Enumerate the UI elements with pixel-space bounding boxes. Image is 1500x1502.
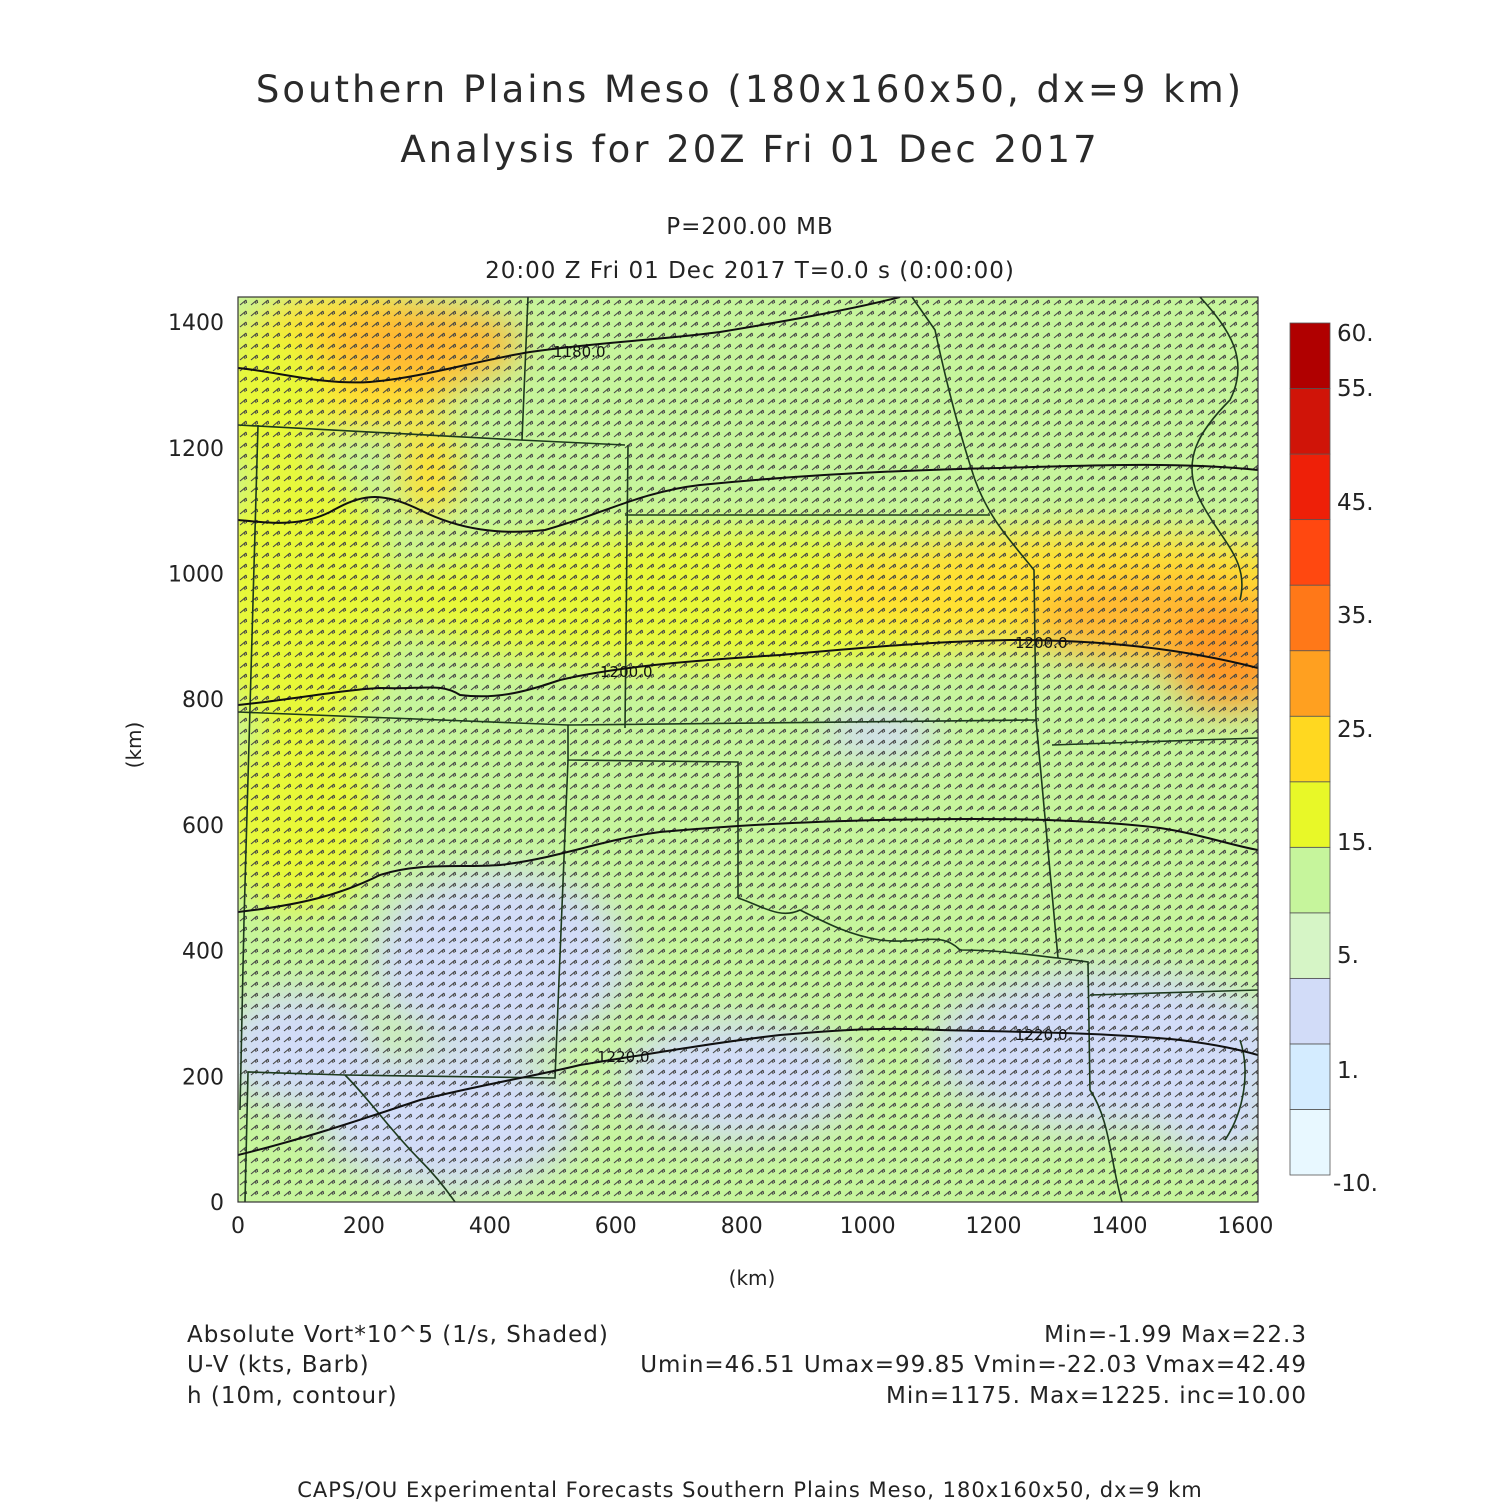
colorbar-label: 60. [1337, 321, 1374, 347]
vorticity-colorbar [1289, 322, 1331, 1176]
contour-label-1220-west: 1220.0 [597, 1048, 650, 1066]
state-border-arkansas-texas [1057, 957, 1123, 1202]
state-border-oklahoma-panhandle [567, 725, 739, 898]
height-contour-1180 [238, 297, 901, 384]
plot-frame [237, 296, 1259, 1203]
state-border-arkansas-north [1051, 737, 1258, 746]
state-border-colorado-kansas [624, 444, 629, 729]
x-axis-label: (km) [729, 1266, 776, 1290]
x-tick-label: 800 [721, 1214, 763, 1239]
colorbar-segment [1289, 519, 1331, 586]
state-border-oklahoma-arkansas [1035, 719, 1059, 959]
state-border-texas-rio-grande [344, 1074, 456, 1202]
x-tick-label: 600 [595, 1214, 637, 1239]
state-border-colorado-north [238, 424, 626, 446]
y-tick-label: 1400 [168, 311, 224, 336]
contour-label-1220-east: 1220.0 [1015, 1026, 1068, 1044]
wind-barbs [238, 297, 1258, 1202]
colorbar-label: 25. [1337, 717, 1374, 743]
y-tick-label: 1200 [168, 437, 224, 462]
state-border-colorado-west [239, 424, 259, 1111]
colorbar-segment [1289, 453, 1331, 521]
colorbar-segment [1289, 584, 1331, 652]
height-contour-1190 [238, 463, 1258, 533]
contour-label-1200-east: 1200.0 [1015, 634, 1068, 652]
y-tick-label: 800 [182, 688, 224, 713]
map-plot-area: 1180.0 1200.0 1200.0 1220.0 1220.0 [237, 296, 1259, 1203]
footer-credit: CAPS/OU Experimental Forecasts Southern … [297, 1478, 1203, 1502]
x-tick-label: 200 [343, 1214, 385, 1239]
x-tick-label: 1600 [1217, 1214, 1273, 1239]
contour-label-1200-west: 1200.0 [600, 663, 653, 681]
colorbar-segment [1289, 715, 1331, 783]
state-border-red-river [737, 897, 1059, 959]
x-tick-label: 1000 [840, 1214, 896, 1239]
height-contours [238, 297, 1258, 1156]
colorbar-label: -10. [1333, 1171, 1378, 1197]
colorbar-label: 55. [1337, 376, 1374, 402]
colorbar-segment [1289, 912, 1331, 979]
colorbar-segment [1289, 1043, 1331, 1110]
x-tick-label: 0 [231, 1214, 245, 1239]
legend-height-stats: Min=1175. Max=1225. inc=10.00 [886, 1383, 1307, 1409]
height-contour-1220 [238, 1027, 1258, 1156]
valid-time-label: 20:00 Z Fri 01 Dec 2017 T=0.0 s (0:00:00… [485, 258, 1015, 284]
colorbar-segment [1289, 650, 1331, 717]
state-border-louisiana [1089, 989, 1258, 996]
legend-height-name: h (10m, contour) [187, 1383, 398, 1409]
state-border-east-edge [1224, 1039, 1246, 1141]
colorbar-labels: 60. 55. 45. 35. 25. 15. 5. 1. -10. [1333, 321, 1378, 1197]
y-tick-label: 400 [182, 940, 224, 965]
map-title-line2: Analysis for 20Z Fri 01 Dec 2017 [400, 128, 1100, 171]
legend-wind-stats: Umin=46.51 Umax=99.85 Vmin=-22.03 Vmax=4… [640, 1352, 1307, 1378]
height-contour-1210 [238, 817, 1258, 913]
x-tick-label: 1400 [1091, 1214, 1147, 1239]
colorbar-segment [1289, 1109, 1331, 1176]
colorbar-label: 45. [1337, 490, 1374, 516]
colorbar-segment [1289, 388, 1331, 455]
y-tick-label: 600 [182, 814, 224, 839]
colorbar-segment [1289, 322, 1331, 389]
state-border-wyoming-nebraska [521, 297, 529, 441]
legend-vorticity-name: Absolute Vort*10^5 (1/s, Shaded) [187, 1322, 609, 1348]
state-boundaries [238, 297, 1258, 1202]
legend-wind-name: U-V (kts, Barb) [187, 1352, 370, 1378]
state-border-missouri-west [911, 297, 1037, 721]
y-tick-label: 0 [210, 1191, 224, 1216]
y-tick-label: 200 [182, 1065, 224, 1090]
colorbar-label: 15. [1337, 830, 1374, 856]
y-tick-label: 1000 [168, 563, 224, 588]
x-axis: 0 200 400 600 800 1000 1200 1400 1600 [231, 1214, 1273, 1239]
pressure-level-label: P=200.00 MB [666, 214, 834, 240]
contour-label-1180: 1180.0 [553, 343, 606, 361]
colorbar-segment [1289, 781, 1331, 848]
height-contour-1200 [238, 638, 1258, 706]
colorbar-label: 1. [1337, 1058, 1359, 1084]
colorbar-label: 5. [1337, 943, 1359, 969]
y-axis-label: (km) [122, 722, 146, 769]
x-tick-label: 1200 [966, 1214, 1022, 1239]
legend-vorticity-stats: Min=-1.99 Max=22.3 [1044, 1322, 1307, 1348]
state-border-mississippi-river [1191, 297, 1243, 601]
map-title-line1: Southern Plains Meso (180x160x50, dx=9 k… [255, 68, 1245, 111]
state-border-newmexico-texas [344, 759, 569, 1079]
colorbar-segment [1289, 977, 1331, 1045]
y-axis: 0 200 400 600 800 1000 1200 1400 [168, 311, 224, 1216]
vorticity-shading [238, 297, 1258, 1202]
x-tick-label: 400 [469, 1214, 511, 1239]
state-border-texas-westline [244, 1071, 346, 1202]
colorbar-segment [1289, 846, 1331, 914]
colorbar-label: 35. [1337, 603, 1374, 629]
contour-labels: 1180.0 1200.0 1200.0 1220.0 1220.0 [553, 343, 1068, 1066]
